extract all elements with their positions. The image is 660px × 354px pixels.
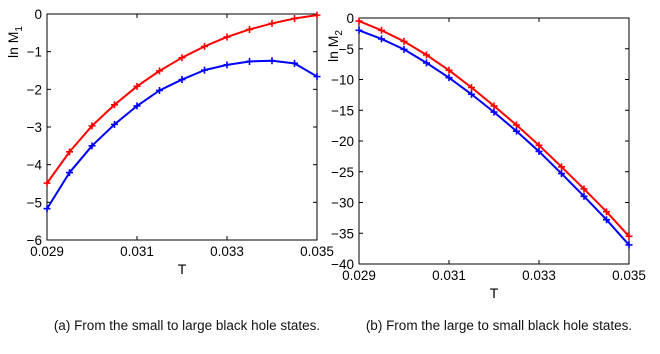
x-tick-label: 0.031 <box>432 268 466 283</box>
y-axis-label: ln M1 <box>5 26 25 58</box>
data-point <box>423 59 430 67</box>
chart-a: 0.029 0.031 0.033 0.035 −6 −5 −4 −3 −2 −1 0 Tln M1 <box>5 7 334 277</box>
x-axis-label: T <box>178 261 187 277</box>
data-point <box>468 83 475 91</box>
data-point <box>423 51 430 59</box>
x-tick-label: 0.033 <box>522 268 556 283</box>
data-point <box>400 37 408 45</box>
data-point <box>625 232 633 240</box>
data-point <box>246 25 253 33</box>
y-tick-label: −35 <box>331 226 354 241</box>
data-point <box>625 241 633 249</box>
x-tick-label: 0.031 <box>120 244 154 259</box>
data-point <box>603 216 610 224</box>
series-red <box>355 17 633 240</box>
data-point <box>246 57 253 65</box>
data-point <box>490 102 498 110</box>
data-point <box>558 163 565 171</box>
y-tick-label: −4 <box>27 158 43 173</box>
data-point <box>268 19 276 27</box>
data-point <box>580 185 588 193</box>
series-line <box>358 20 630 237</box>
x-axis-label: T <box>490 285 499 301</box>
chart-b: 0.029 0.031 0.033 0.035 −40 −35 −30 −25 −20 −15 −1… <box>325 11 646 301</box>
data-point <box>313 73 321 81</box>
y-tick-label: −30 <box>331 196 354 211</box>
data-point <box>580 192 588 200</box>
caption-b: (b) From the large to small black hole s… <box>365 318 633 333</box>
data-point <box>43 205 51 213</box>
data-point <box>178 76 186 84</box>
data-point <box>513 127 520 135</box>
data-point <box>111 101 118 109</box>
data-point <box>66 148 73 156</box>
data-point <box>66 169 73 177</box>
data-point <box>535 147 543 155</box>
data-point <box>291 59 298 67</box>
x-tick-label: 0.035 <box>612 268 646 283</box>
data-point <box>156 86 163 94</box>
data-point <box>201 66 208 74</box>
y-tick-label: 0 <box>346 11 354 26</box>
data-point <box>490 108 498 116</box>
data-point <box>378 35 385 43</box>
y-tick-label: −15 <box>331 103 354 118</box>
y-tick-label: −5 <box>339 42 354 57</box>
data-point <box>558 170 565 178</box>
x-tick-label: 0.029 <box>342 268 376 283</box>
plot-frame <box>358 17 630 265</box>
data-point <box>43 179 51 187</box>
y-tick-label: −40 <box>331 257 354 272</box>
data-point <box>445 74 453 82</box>
caption-a: (a) From the small to large black hole s… <box>53 318 321 333</box>
data-point <box>513 121 520 129</box>
y-tick-label: −5 <box>27 195 42 210</box>
data-point <box>133 102 141 110</box>
data-point <box>88 142 96 150</box>
data-point <box>355 26 363 34</box>
data-point <box>111 120 118 128</box>
x-tick-label: 0.035 <box>300 244 334 259</box>
y-tick-label: −2 <box>27 82 42 97</box>
data-point <box>88 122 96 130</box>
data-point <box>223 61 231 69</box>
data-point <box>355 17 363 25</box>
y-tick-label: −3 <box>27 120 42 135</box>
y-axis-label: ln M2 <box>325 30 345 62</box>
series-blue <box>355 26 633 249</box>
data-point <box>603 208 610 216</box>
series-red <box>43 11 321 187</box>
data-point <box>223 33 231 41</box>
y-tick-label: −1 <box>27 45 42 60</box>
data-point <box>201 42 208 50</box>
plot-frame <box>46 13 318 241</box>
y-tick-label: −6 <box>27 233 42 248</box>
data-point <box>268 57 276 65</box>
series-line <box>358 29 630 246</box>
data-point <box>468 90 475 98</box>
data-point <box>445 66 453 74</box>
data-point <box>156 67 163 75</box>
data-point <box>535 141 543 149</box>
data-point <box>291 15 298 23</box>
data-point <box>313 11 321 19</box>
x-tick-label: 0.033 <box>210 244 244 259</box>
data-point <box>133 82 141 90</box>
x-tick-label: 0.029 <box>30 244 64 259</box>
y-tick-label: 0 <box>34 7 42 22</box>
y-tick-label: −20 <box>331 134 354 149</box>
series-blue <box>43 57 321 213</box>
y-tick-label: −10 <box>331 73 354 88</box>
y-tick-label: −25 <box>331 165 354 180</box>
data-point <box>178 54 186 62</box>
series-line <box>46 14 318 184</box>
data-point <box>378 26 385 34</box>
data-point <box>400 45 408 53</box>
